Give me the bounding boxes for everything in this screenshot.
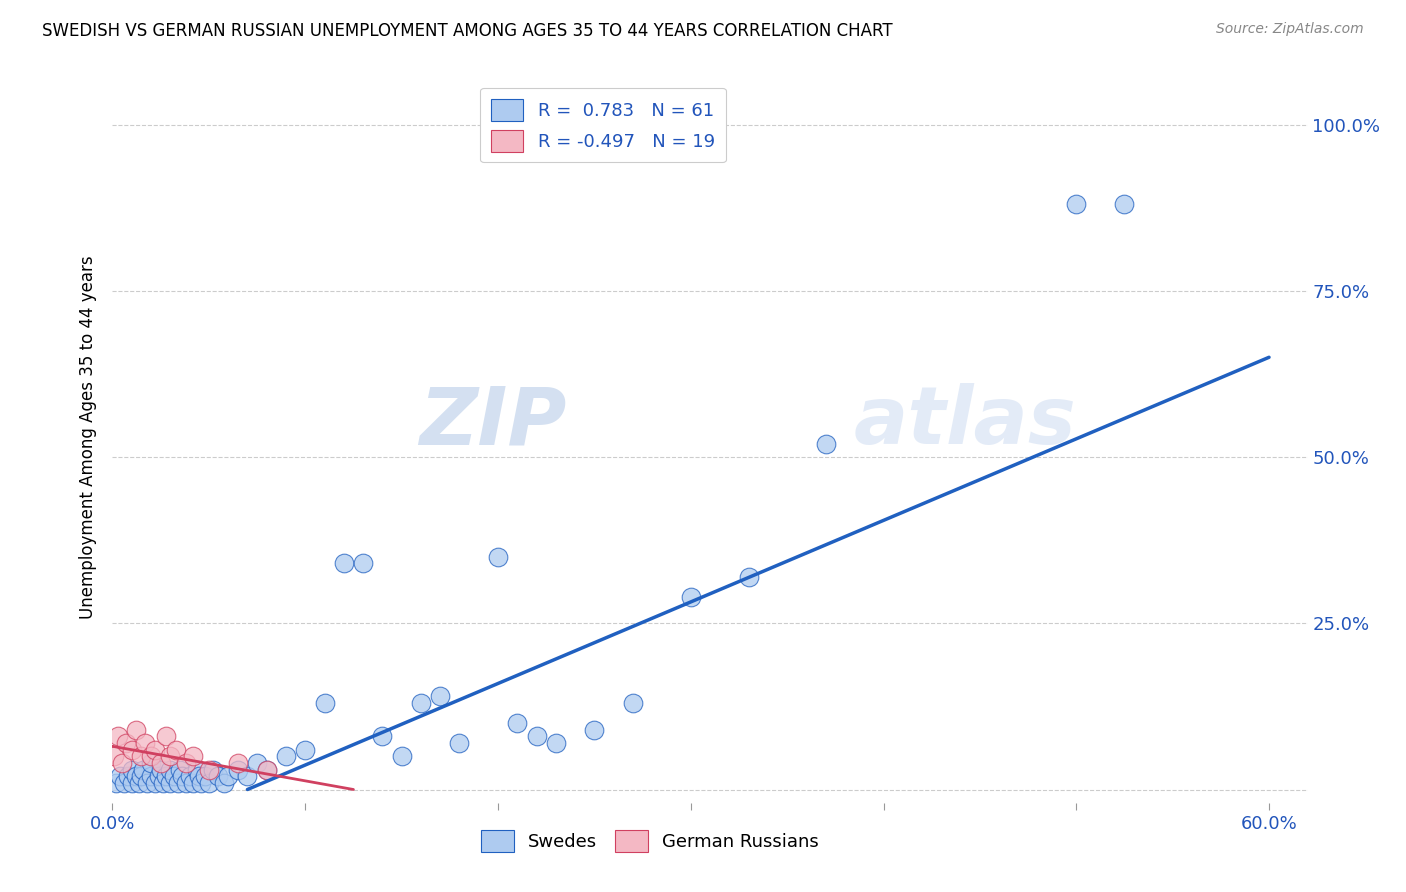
Point [143,742,166,756]
Point [371,729,394,743]
Point [117,769,139,783]
Point [148,769,170,783]
Text: SWEDISH VS GERMAN RUSSIAN UNEMPLOYMENT AMONG AGES 35 TO 44 YEARS CORRELATION CHA: SWEDISH VS GERMAN RUSSIAN UNEMPLOYMENT A… [42,22,893,40]
Point [274,749,297,764]
Point [294,742,316,756]
Point [391,749,413,764]
Point [155,769,177,783]
Point [105,776,128,790]
Point [183,749,205,764]
Point [115,736,138,750]
Point [149,763,172,777]
Point [169,763,191,777]
Point [128,776,150,790]
Point [159,763,181,777]
Point [107,729,129,743]
Point [814,436,837,450]
Legend: Swedes, German Russians: Swedes, German Russians [474,823,827,860]
Point [139,749,162,764]
Point [155,729,177,743]
Point [544,736,567,750]
Point [121,763,143,777]
Point [121,742,143,756]
Point [149,756,172,770]
Point [143,776,166,790]
Point [201,763,224,777]
Point [112,776,135,790]
Point [246,756,269,770]
Point [103,749,125,764]
Point [179,769,201,783]
Point [256,763,278,777]
Point [583,723,606,737]
Point [174,756,197,770]
Text: atlas: atlas [853,384,1076,461]
Point [486,549,509,564]
Point [256,763,278,777]
Point [132,763,155,777]
Point [131,749,153,764]
Point [167,776,190,790]
Point [1064,197,1087,211]
Point [111,756,134,770]
Point [124,769,146,783]
Point [139,756,162,770]
Point [134,736,156,750]
Point [526,729,548,743]
Point [236,769,259,783]
Point [188,769,211,783]
Point [217,769,239,783]
Point [226,756,249,770]
Point [449,736,471,750]
Point [207,769,229,783]
Point [198,763,221,777]
Y-axis label: Unemployment Among Ages 35 to 44 years: Unemployment Among Ages 35 to 44 years [79,255,97,619]
Point [314,696,336,710]
Point [170,769,193,783]
Point [121,776,143,790]
Point [352,557,374,571]
Point [159,749,181,764]
Point [131,769,153,783]
Point [136,776,159,790]
Point [429,690,451,704]
Point [159,776,181,790]
Point [1114,197,1136,211]
Point [198,776,221,790]
Point [679,590,702,604]
Point [163,769,186,783]
Point [124,723,146,737]
Point [214,776,236,790]
Point [165,742,187,756]
Point [194,769,217,783]
Point [183,776,205,790]
Point [621,696,644,710]
Point [409,696,432,710]
Point [108,769,131,783]
Text: Source: ZipAtlas.com: Source: ZipAtlas.com [1216,22,1364,37]
Point [506,716,529,731]
Point [174,776,197,790]
Point [333,557,356,571]
Point [186,763,208,777]
Point [226,763,249,777]
Text: ZIP: ZIP [419,384,567,461]
Point [139,769,162,783]
Point [190,776,212,790]
Point [152,776,174,790]
Point [737,570,759,584]
